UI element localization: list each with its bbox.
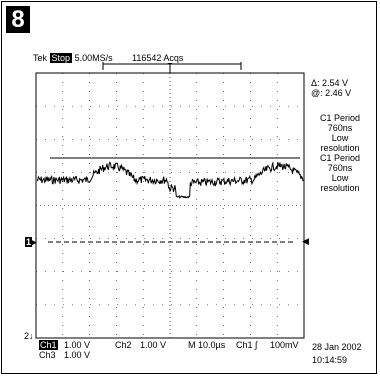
measurement-2-note: Low	[331, 173, 349, 183]
measurement-2-name: C1 Period	[319, 153, 361, 163]
measurement-2-value: 760ns	[327, 163, 353, 173]
acquisition-count: 116542 Acqs	[132, 53, 184, 63]
ch2-ground-marker[interactable]: 2↓	[24, 331, 34, 341]
footer-row-1: Ch1 1.00 V	[39, 340, 90, 350]
figure-number: 8	[6, 6, 30, 33]
trigger-level: 100mV	[270, 340, 299, 350]
trigger-position-bar[interactable]	[102, 62, 242, 73]
arrow-right-icon: ▸	[32, 237, 37, 247]
capture-date: 28 Jan 2002	[312, 342, 362, 352]
measurement-1-name: C1 Period	[319, 113, 361, 123]
measurement-1: C1 Period 760ns Low resolution	[308, 113, 372, 153]
cursor-delta-readout: Δ: 2.54 V	[311, 78, 349, 88]
ch2-scale: 1.00 V	[140, 340, 167, 350]
trigger-slope-icon: ∫	[255, 340, 258, 350]
figure-frame	[1, 1, 377, 374]
brand-label: Tek	[33, 53, 48, 63]
ch2-label[interactable]: Ch2	[115, 340, 132, 350]
ch1-waveform-trace	[36, 161, 304, 199]
ch1-marker-label: 1	[25, 237, 33, 247]
cursor-position-readout: @: 2.46 V	[311, 88, 352, 98]
measurement-2-note2: resolution	[320, 183, 360, 193]
ch1-ground-marker[interactable]: 1▸	[25, 237, 37, 247]
timebase-readout[interactable]: M 10.0µs	[188, 340, 226, 350]
footer-row-2: Ch3 1.00 V	[39, 350, 90, 360]
arrow-down-icon: ↓	[29, 331, 34, 341]
ch2-marker-label: 2	[24, 331, 30, 341]
measurement-1-note2: resolution	[320, 143, 360, 153]
measurement-1-note: Low	[331, 133, 349, 143]
trigger-marker: T	[168, 62, 173, 71]
graticule-grid	[36, 73, 304, 338]
sample-rate: 5.00MS/s	[74, 53, 113, 63]
ch2-readout: Ch2 1.00 V	[115, 340, 166, 350]
ch3-label[interactable]: Ch3	[39, 350, 56, 360]
measurement-1-value: 760ns	[327, 123, 353, 133]
ch3-scale: 1.00 V	[64, 350, 91, 360]
trigger-level-arrow-icon[interactable]: ◀	[302, 236, 309, 246]
capture-time: 10:14:59	[312, 355, 348, 365]
trigger-source: Ch1	[236, 340, 253, 350]
measurement-2: C1 Period 760ns Low resolution	[308, 153, 372, 193]
ch1-scale: 1.00 V	[64, 340, 91, 350]
acquisition-state[interactable]: Stop	[49, 53, 73, 63]
trigger-readout[interactable]: Ch1 ∫ 100mV	[236, 340, 299, 350]
header-bar: Tek Stop 5.00MS/s	[33, 53, 113, 63]
ch1-label[interactable]: Ch1	[39, 340, 58, 350]
